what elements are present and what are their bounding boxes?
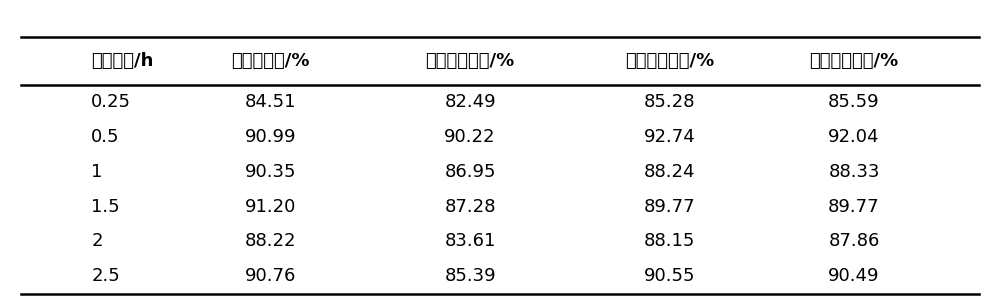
Text: 对甲酚脱除率/%: 对甲酚脱除率/% xyxy=(625,52,714,70)
Text: 90.55: 90.55 xyxy=(644,267,695,285)
Text: 90.99: 90.99 xyxy=(245,128,296,146)
Text: 83.61: 83.61 xyxy=(444,232,496,250)
Text: 88.15: 88.15 xyxy=(644,232,695,250)
Text: 90.76: 90.76 xyxy=(245,267,296,285)
Text: 苯酚脱除率/%: 苯酚脱除率/% xyxy=(231,52,310,70)
Text: 88.33: 88.33 xyxy=(828,163,880,181)
Text: 82.49: 82.49 xyxy=(444,93,496,111)
Text: 90.49: 90.49 xyxy=(828,267,880,285)
Text: 1: 1 xyxy=(91,163,103,181)
Text: 85.39: 85.39 xyxy=(444,267,496,285)
Text: 89.77: 89.77 xyxy=(644,198,695,216)
Text: 1.5: 1.5 xyxy=(91,198,120,216)
Text: 85.59: 85.59 xyxy=(828,93,880,111)
Text: 88.24: 88.24 xyxy=(644,163,695,181)
Text: 2: 2 xyxy=(91,232,103,250)
Text: 邻甲酚脱除率/%: 邻甲酚脱除率/% xyxy=(425,52,515,70)
Text: 2.5: 2.5 xyxy=(91,267,120,285)
Text: 0.25: 0.25 xyxy=(91,93,131,111)
Text: 87.28: 87.28 xyxy=(444,198,496,216)
Text: 87.86: 87.86 xyxy=(828,232,880,250)
Text: 89.77: 89.77 xyxy=(828,198,880,216)
Text: 86.95: 86.95 xyxy=(444,163,496,181)
Text: 0.5: 0.5 xyxy=(91,128,120,146)
Text: 90.22: 90.22 xyxy=(444,128,496,146)
Text: 85.28: 85.28 xyxy=(644,93,695,111)
Text: 84.51: 84.51 xyxy=(245,93,296,111)
Text: 92.04: 92.04 xyxy=(828,128,880,146)
Text: 反应时间/h: 反应时间/h xyxy=(91,52,154,70)
Text: 92.74: 92.74 xyxy=(644,128,695,146)
Text: 间甲酚脱除率/%: 间甲酚脱除率/% xyxy=(809,52,899,70)
Text: 90.35: 90.35 xyxy=(245,163,296,181)
Text: 88.22: 88.22 xyxy=(245,232,296,250)
Text: 91.20: 91.20 xyxy=(245,198,296,216)
